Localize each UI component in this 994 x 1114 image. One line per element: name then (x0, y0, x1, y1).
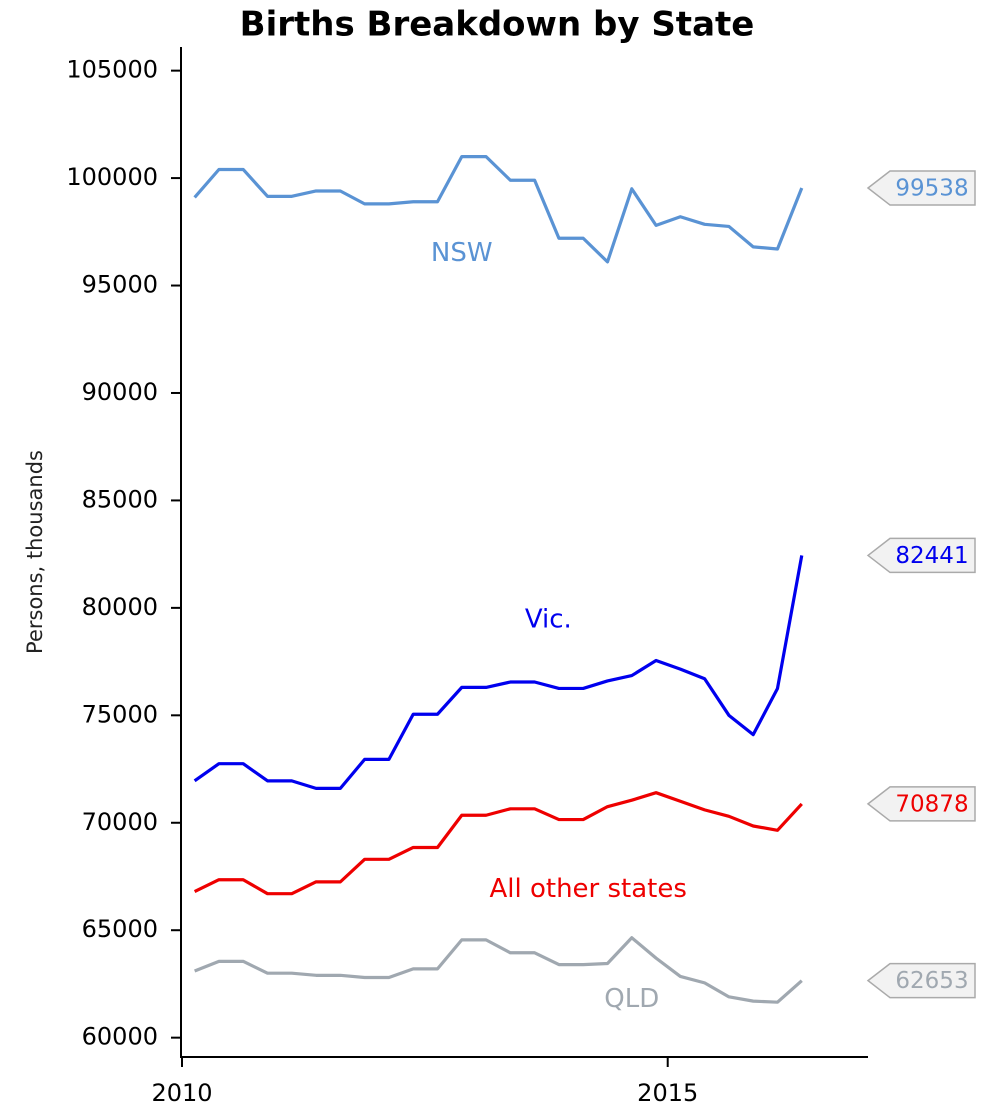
y-tick-label: 75000 (82, 700, 158, 728)
series-label: Vic. (525, 605, 572, 635)
y-tick-label: 105000 (66, 56, 158, 84)
value-label: 70878 (895, 791, 968, 817)
y-tick-label: 70000 (82, 808, 158, 836)
y-tick-label: 65000 (82, 915, 158, 943)
value-label: 99538 (895, 176, 968, 202)
series-label: All other states (489, 874, 686, 904)
y-tick-label: 95000 (82, 271, 158, 299)
series-line (194, 936, 803, 1004)
y-tick-label: 60000 (82, 1023, 158, 1051)
y-axis-label: Persons, thousands (23, 450, 47, 654)
x-tick-label: 2010 (151, 1079, 212, 1107)
value-flag (866, 537, 976, 574)
series-label: QLD (604, 984, 659, 1014)
y-tick-label: 100000 (66, 163, 158, 191)
value-flag (866, 786, 976, 822)
y-tick-label: 80000 (82, 593, 158, 621)
series-line (193, 154, 804, 264)
chart-title: Births Breakdown by State (240, 5, 755, 45)
value-flag (866, 962, 976, 999)
series-line (193, 555, 804, 790)
y-tick-label: 85000 (82, 485, 158, 513)
series-line (193, 791, 803, 896)
value-label: 82441 (895, 543, 968, 569)
value-flag (866, 170, 976, 206)
series-label: NSW (431, 238, 493, 268)
x-tick-label: 2015 (637, 1079, 698, 1107)
value-label: 62653 (895, 968, 968, 994)
y-tick-label: 90000 (82, 378, 158, 406)
